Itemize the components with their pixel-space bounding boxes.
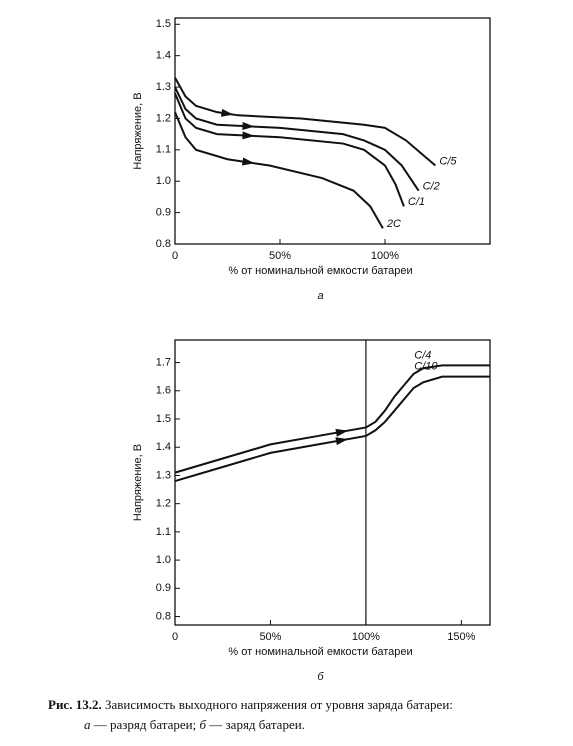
direction-arrow <box>241 157 255 166</box>
y-tick-label: 1.3 <box>156 469 171 481</box>
y-tick-label: 1.5 <box>156 18 171 30</box>
plot-frame <box>174 339 491 626</box>
y-tick-label: 1.7 <box>156 356 171 368</box>
direction-arrow <box>220 108 234 117</box>
caption: Рис. 13.2. Зависимость выходного напряже… <box>48 697 453 712</box>
y-tick-label: 1.1 <box>156 526 171 538</box>
x-tick-label: 100% <box>352 631 380 643</box>
caption-text: Зависимость выходного напряжения от уров… <box>105 697 453 712</box>
y-tick-label: 1.1 <box>156 144 171 156</box>
series-line <box>174 111 384 229</box>
x-tick-label: 100% <box>371 250 399 262</box>
series-label: 2C <box>386 218 401 230</box>
y-tick-label: 0.8 <box>156 238 171 250</box>
x-tick-label: 0 <box>172 250 178 262</box>
y-tick-label: 1.5 <box>156 413 171 425</box>
plot-frame <box>174 17 491 245</box>
caption-line2: а — разряд батареи; б — заряд батареи. <box>84 717 305 732</box>
y-axis-label: Напряжение, В <box>132 92 144 169</box>
direction-arrow <box>335 437 348 446</box>
x-axis-label: % от номинальной емкости батареи <box>228 646 412 658</box>
y-axis-label: Напряжение, В <box>132 444 144 521</box>
caption-mark: б <box>200 717 207 732</box>
direction-arrow <box>242 121 255 130</box>
y-tick-label: 1.6 <box>156 385 171 397</box>
direction-arrow <box>242 131 255 140</box>
series-label: C/4 <box>414 349 431 361</box>
panel-label: б <box>317 671 324 683</box>
series-line <box>174 375 490 483</box>
x-tick-label: 50% <box>259 631 281 643</box>
y-tick-label: 1.3 <box>156 81 171 93</box>
series-line <box>174 92 405 207</box>
series-line <box>174 77 437 167</box>
series-line <box>174 364 490 474</box>
y-tick-label: 1.4 <box>156 441 171 453</box>
series-line <box>174 86 420 192</box>
series-label: C/2 <box>423 181 440 193</box>
y-tick-label: 1.2 <box>156 112 171 124</box>
y-tick-label: 1.0 <box>156 554 171 566</box>
caption-label: Рис. 13.2. <box>48 697 102 712</box>
direction-arrow <box>335 428 348 437</box>
x-axis-label: % от номинальной емкости батареи <box>228 265 412 277</box>
series-label: C/1 <box>408 196 425 208</box>
caption-text: — заряд батареи. <box>208 717 305 732</box>
y-tick-label: 0.9 <box>156 207 171 219</box>
caption-text: — разряд батареи; <box>93 717 197 732</box>
x-tick-label: 0 <box>172 631 178 643</box>
series-label: C/5 <box>439 155 457 167</box>
caption-mark: а <box>84 717 91 732</box>
x-tick-label: 150% <box>447 631 475 643</box>
series-label: C/10 <box>414 361 438 373</box>
y-tick-label: 0.9 <box>156 582 171 594</box>
y-tick-label: 0.8 <box>156 610 171 622</box>
x-tick-label: 50% <box>269 250 291 262</box>
y-tick-label: 1.2 <box>156 498 171 510</box>
y-tick-label: 1.0 <box>156 175 171 187</box>
panel-label: а <box>317 290 323 302</box>
y-tick-label: 1.4 <box>156 50 171 62</box>
